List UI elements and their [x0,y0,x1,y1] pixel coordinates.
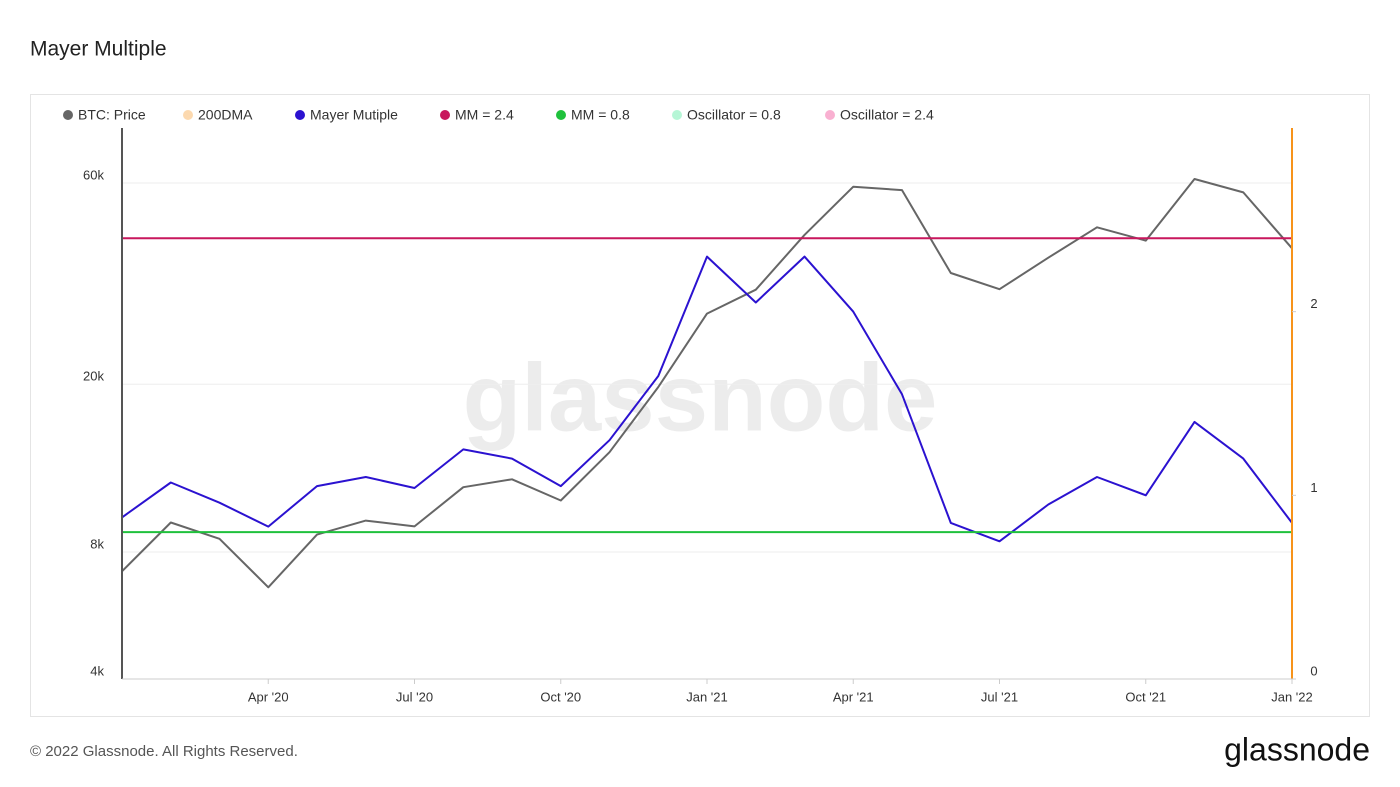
x-tick-label: Oct '21 [1125,689,1166,704]
x-tick-label: Jul '20 [396,689,433,704]
footer: © 2022 Glassnode. All Rights Reserved. [30,743,298,760]
legend-label: Oscillator = 0.8 [687,107,781,123]
x-tick-label: Apr '21 [833,689,874,704]
x-tick-label: Apr '20 [248,689,289,704]
legend-label: MM = 2.4 [455,107,514,123]
y2-tick-label: 2 [1310,296,1317,311]
x-tick-label: Jul '21 [981,689,1018,704]
y2-tick-label: 1 [1310,480,1317,495]
y2-tick-label: 0 [1310,663,1317,678]
legend-label: 200DMA [198,107,253,123]
legend-label: Mayer Mutiple [310,107,398,123]
series-line [121,178,1293,589]
legend-label: Oscillator = 2.4 [840,107,934,123]
x-tick-label: Oct '20 [540,689,581,704]
legend-swatch [295,110,305,120]
y-tick-label: 4k [90,663,104,678]
y-tick-label: 8k [90,536,104,551]
x-tick-label: Jan '21 [686,689,728,704]
legend-swatch [556,110,566,120]
legend-swatch [63,110,73,120]
series-line [121,255,1293,543]
legend-label: BTC: Price [78,107,146,123]
y-tick-label: 60k [83,167,104,182]
legend-label: MM = 0.8 [571,107,630,123]
legend-swatch [183,110,193,120]
legend-swatch [825,110,835,120]
card [30,94,1370,717]
legend-swatch [440,110,450,120]
watermark: glassnode [463,344,938,451]
chart-title: Mayer Multiple [30,38,167,61]
x-tick-label: Jan '22 [1271,689,1313,704]
brand-logo: glassnode [1224,731,1370,767]
legend-swatch [672,110,682,120]
y-tick-label: 20k [83,369,104,384]
